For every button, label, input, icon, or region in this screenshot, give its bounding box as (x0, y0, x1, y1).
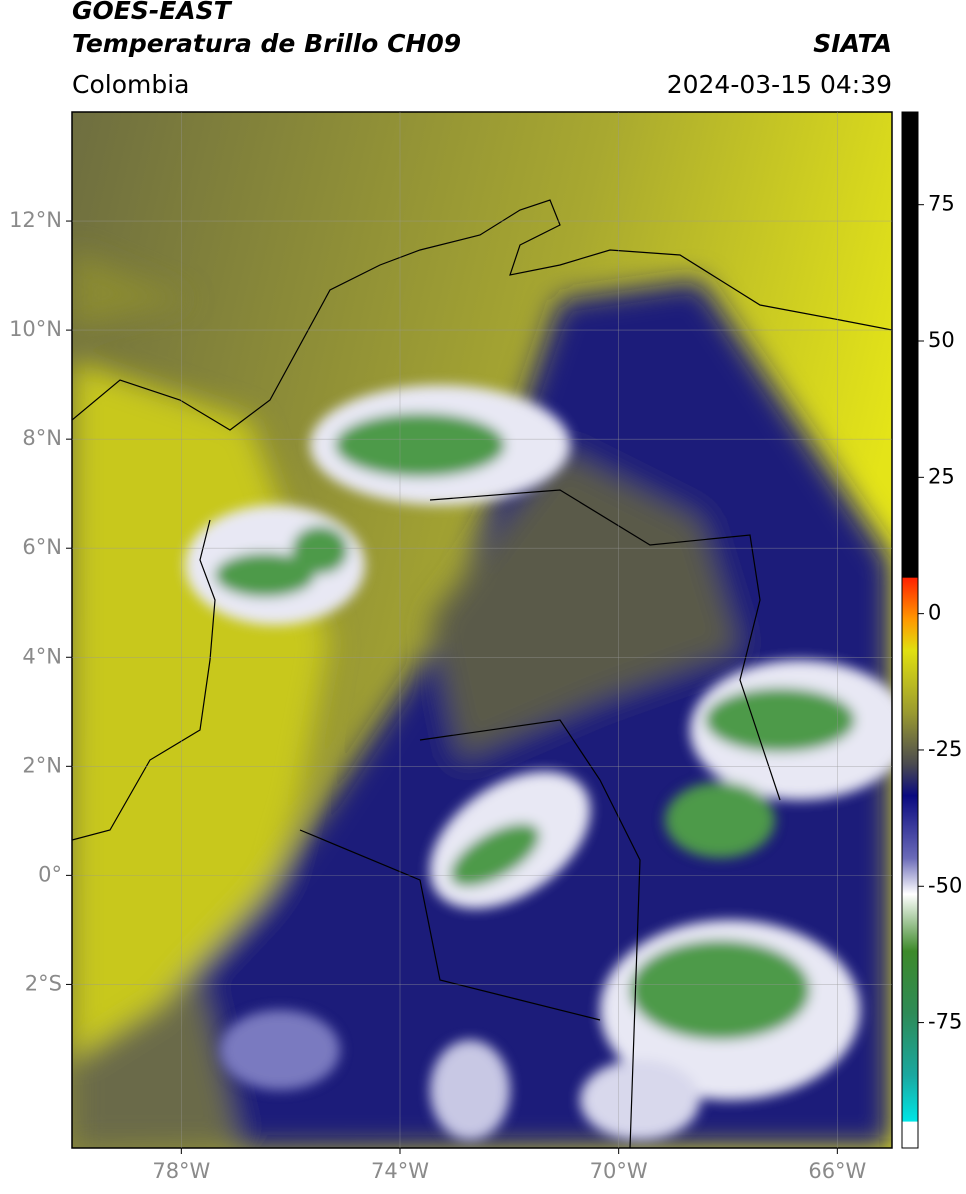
colorbar-tick-label: 50 (928, 328, 955, 352)
datetime: 2024-03-15 04:39 (667, 70, 892, 99)
y-tick-label: 6°N (22, 535, 62, 559)
colorbar-tick-label: 75 (928, 192, 955, 216)
region: Colombia (72, 70, 189, 99)
colorbar-tick-label: -75 (928, 1010, 962, 1034)
colorbar (901, 111, 919, 1149)
colorbar-tick-label: 0 (928, 601, 941, 625)
y-tick-label: 2°S (25, 971, 62, 995)
y-tick-label: 8°N (22, 426, 62, 450)
x-tick-label: 74°W (371, 1159, 429, 1183)
y-tick-label: 2°N (22, 753, 62, 777)
y-tick-label: 0° (38, 862, 62, 886)
subtitle: Temperatura de Brillo CH09 (72, 29, 461, 58)
map-frame (71, 111, 893, 1149)
map-image (72, 112, 892, 1148)
title: GOES-EAST (72, 0, 233, 25)
colorbar-tick-label: -25 (928, 737, 962, 761)
x-tick-label: 66°W (808, 1159, 866, 1183)
colorbar-tick-label: -50 (928, 873, 962, 897)
y-tick-label: 10°N (9, 317, 62, 341)
y-tick-label: 4°N (22, 644, 62, 668)
x-tick-label: 70°W (590, 1159, 648, 1183)
colorbar-tick-label: 25 (928, 464, 955, 488)
y-tick-label: 12°N (9, 208, 62, 232)
x-tick-label: 78°W (152, 1159, 210, 1183)
source: SIATA (813, 29, 892, 58)
